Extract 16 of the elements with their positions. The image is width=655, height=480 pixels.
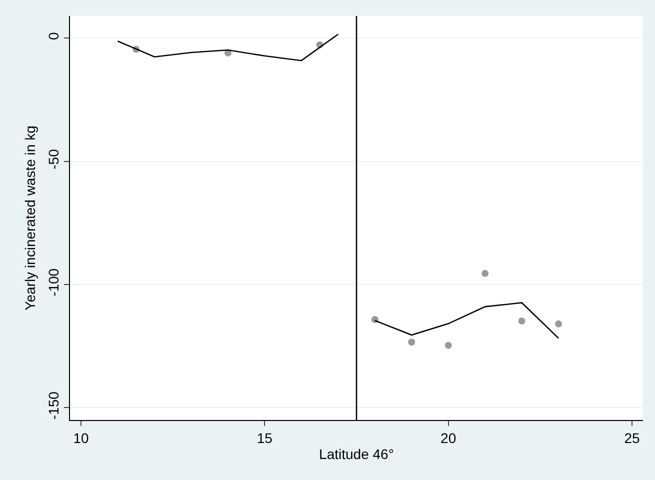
y-axis-title: Yearly incinerated waste in kg — [22, 126, 38, 310]
y-tick-label: -100 — [45, 268, 62, 296]
line-series — [117, 34, 339, 62]
point — [482, 270, 489, 277]
x-tick-label: 20 — [440, 430, 456, 446]
x-axis-title: Latitude 46° — [319, 446, 394, 462]
point — [518, 317, 526, 324]
point — [408, 338, 416, 346]
x-tick-label: 10 — [73, 430, 90, 446]
y-tick-label: -50 — [45, 148, 62, 170]
point — [555, 320, 562, 328]
point — [444, 342, 452, 349]
y-tick-label: -150 — [45, 391, 62, 420]
x-tick-label: 25 — [624, 430, 640, 446]
x-tick-label: 15 — [256, 430, 273, 446]
y-tick-label: 0 — [45, 32, 62, 40]
